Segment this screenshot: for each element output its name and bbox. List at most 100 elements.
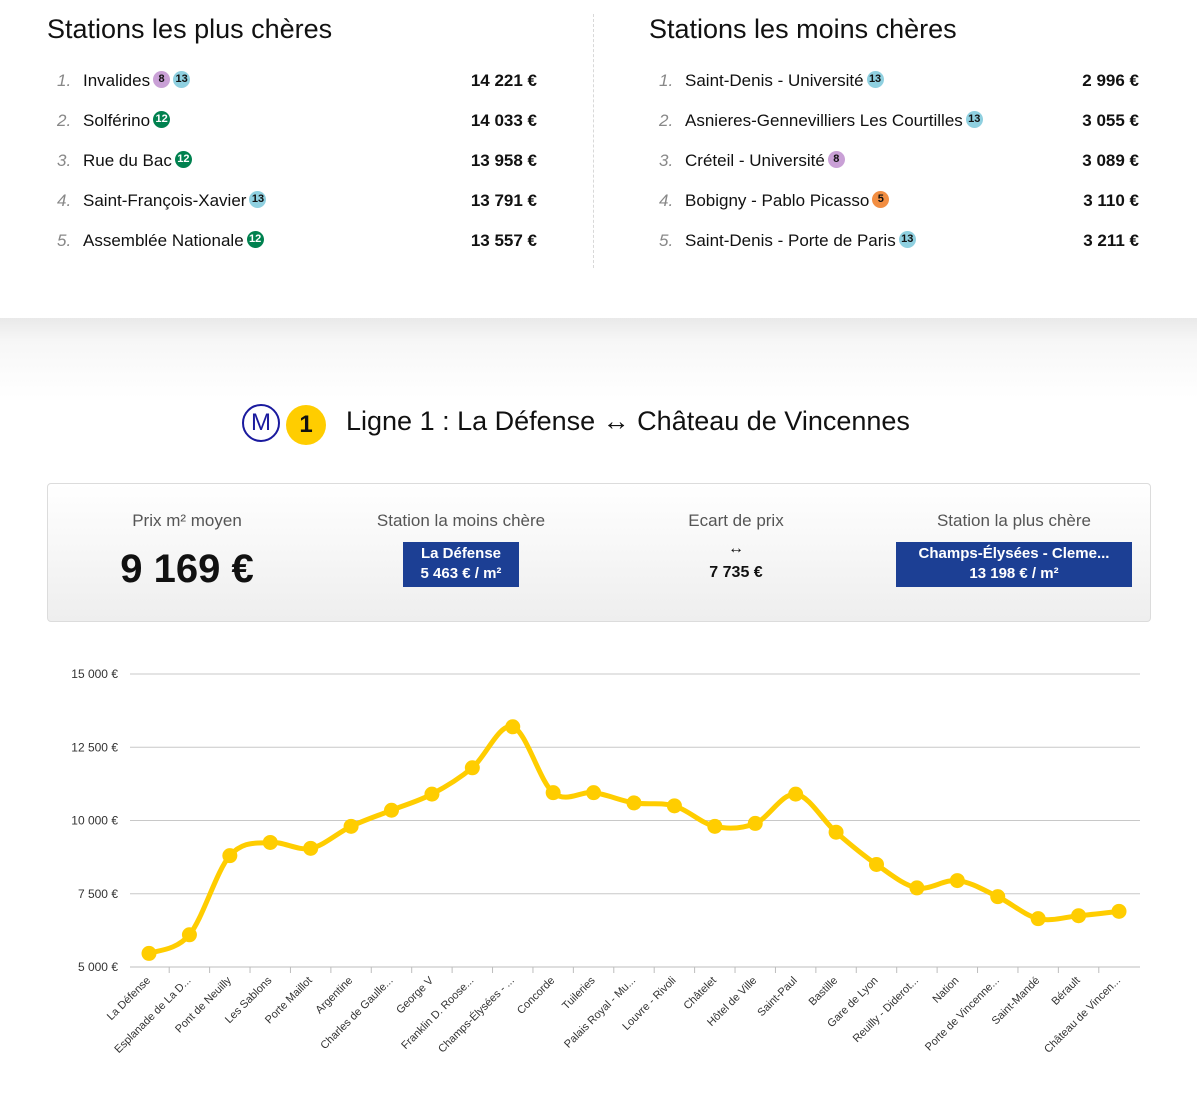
stat-cheapest: Station la moins chère La Défense 5 463 … [326,484,596,623]
data-point [181,927,197,943]
station-name: Assemblée Nationale 12 [83,221,264,261]
x-tick-label: Châtelet [681,975,718,1012]
line-number-icon: 1 [286,405,326,445]
y-tick-label: 12 500 € [71,740,118,754]
price-per-m2: 14 033 € [470,111,537,130]
ranking-row[interactable]: 4. Saint-François-Xavier 13 13 791 € [47,181,547,221]
x-tick-label: Nation [930,975,961,1006]
rank-number: 5. [659,231,674,250]
least-expensive-list: 1. Saint-Denis - Université 13 2 996 € 2. Asn… [649,61,1149,261]
cheapest-station-price: 5 463 € / m² [420,565,502,582]
cheapest-station-box[interactable]: La Défense 5 463 € / m² [403,542,519,587]
station-name-text: Créteil - Université [685,151,825,170]
average-price-label: Prix m² moyen [132,511,242,530]
station-name: Saint-Denis - Porte de Paris 13 [685,221,916,261]
data-point [545,785,561,801]
metro-line-badge-icon: 12 [174,151,192,169]
station-name: Saint-François-Xavier 13 [83,181,267,221]
ranking-row[interactable]: 3. Créteil - Université 8 3 089 € [649,141,1149,181]
rank-number: 3. [659,151,674,170]
least-expensive-column: Stations les moins chères 1. Saint-Denis … [649,0,1149,261]
x-tick-label: Argentine [313,975,355,1017]
data-point [262,834,278,850]
x-tick-label: Champs-Élysées - ... [435,974,516,1055]
station-name-text: Bobigny - Pablo Picasso [685,191,870,210]
price-per-m2: 3 110 € [1083,191,1139,210]
data-point [626,795,642,811]
price-per-m2: 13 791 € [470,191,537,210]
stat-most-expensive: Station la plus chère Champs-Élysées - C… [876,484,1152,623]
ranking-row[interactable]: 3. Rue du Bac 12 13 958 € [47,141,547,181]
ranking-row[interactable]: 5. Assemblée Nationale 12 13 557 € [47,221,547,261]
column-divider [593,14,594,268]
rank-number: 4. [57,191,72,210]
cheapest-station-label: Station la moins chère [376,511,546,530]
price-gap-label: Ecart de prix [688,511,784,530]
y-tick-label: 7 500 € [78,887,118,901]
station-name: Saint-Denis - Université 13 [685,61,884,101]
line-header: M 1 Ligne 1 : La Défense ↔ Château de Vi… [0,398,1197,448]
rank-number: 3. [57,151,72,170]
metro-logo-icon: M [242,404,280,442]
metro-line-badge-icon: 8 [153,71,171,89]
data-point [384,802,399,818]
stat-average: Prix m² moyen 9 169 € [48,484,326,623]
price-chart: 5 000 €7 500 €10 000 €12 500 €15 000 € La… [0,640,1197,1100]
data-point [949,873,965,889]
metro-line-badge-icon: 5 [872,191,890,209]
ranking-row[interactable]: 5. Saint-Denis - Porte de Paris 13 3 211 € [649,221,1149,261]
ranking-row[interactable]: 1. Invalides 8 13 14 221 € [47,61,547,101]
data-point [464,760,480,776]
station-name-text: Invalides [83,71,151,90]
station-name-text: Saint-Denis - Université [685,71,864,90]
ranking-row[interactable]: 2. Asnieres-Gennevilliers Les Courtilles 1… [649,101,1149,141]
data-point [586,785,602,801]
station-name: Invalides 8 13 [83,61,191,101]
x-tick-label: Concorde [515,975,557,1017]
cheapest-station-name: La Défense [420,545,502,562]
rank-number: 2. [659,111,674,130]
most-expensive-column: Stations les plus chères 1. Invalides 8 13 1… [47,0,547,261]
data-point [869,856,884,872]
ranking-row[interactable]: 2. Solférino 12 14 033 € [47,101,547,141]
metro-line-badge-icon: 12 [153,111,171,129]
data-point [666,798,682,814]
data-point [424,786,440,802]
data-point [707,818,723,834]
data-point [141,945,157,961]
data-point [788,786,804,802]
station-name: Asnieres-Gennevilliers Les Courtilles 13 [685,101,983,141]
metro-line-badge-icon: 8 [827,151,845,169]
x-tick-label: Château de Vincen... [1042,975,1123,1056]
ranking-row[interactable]: 4. Bobigny - Pablo Picasso 5 3 110 € [649,181,1149,221]
rank-number: 5. [57,231,72,250]
x-tick-label: Palais Royal - Mu... [562,975,638,1051]
rank-number: 1. [659,71,674,90]
data-point [343,818,359,834]
metro-line-badge-icon: 13 [866,71,884,89]
station-name-text: Saint-Denis - Porte de Paris [685,231,896,250]
data-point [1030,911,1046,927]
station-name: Solférino 12 [83,101,171,141]
most-expensive-station-box[interactable]: Champs-Élysées - Cleme... 13 198 € / m² [896,542,1132,587]
x-tick-label: Saint-Paul [755,975,799,1019]
y-tick-label: 5 000 € [78,960,118,974]
station-name: Rue du Bac 12 [83,141,192,181]
stat-price-gap: Ecart de prix ↔ 7 735 € [596,484,876,623]
x-tick-label: Franklin D. Roose... [399,975,476,1052]
price-gap-value: 7 735 € [709,564,763,581]
y-tick-label: 10 000 € [71,814,118,828]
station-name-text: Solférino [83,111,151,130]
price-per-m2: 2 996 € [1082,71,1139,90]
x-tick-label: Charles de Gaulle... [318,975,395,1052]
most-expensive-station-price: 13 198 € / m² [969,565,1059,582]
rank-number: 2. [57,111,72,130]
x-tick-label: Bastille [807,975,841,1009]
least-expensive-title: Stations les moins chères [649,14,957,44]
price-per-m2: 13 958 € [470,151,537,170]
price-per-m2: 3 089 € [1082,151,1139,170]
ranking-row[interactable]: 1. Saint-Denis - Université 13 2 996 € [649,61,1149,101]
price-per-m2: 14 221 € [470,71,537,90]
station-name-text: Saint-François-Xavier [83,191,247,210]
price-series-line [146,724,1122,956]
